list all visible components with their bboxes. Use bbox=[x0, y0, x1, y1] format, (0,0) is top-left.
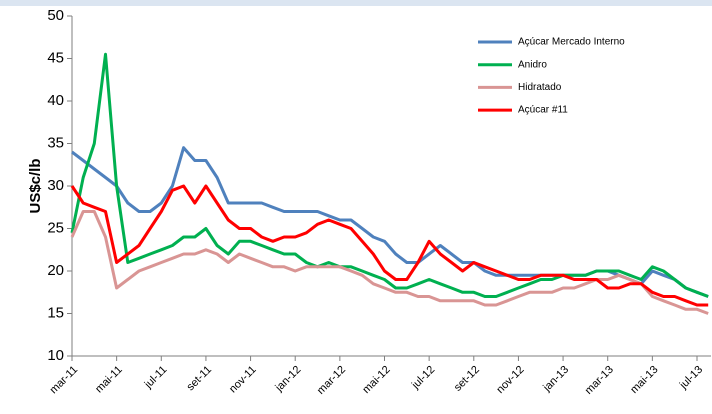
top-band bbox=[0, 0, 712, 6]
x-tick-label: mai-13 bbox=[628, 364, 660, 396]
series-line bbox=[70, 52, 709, 298]
y-tick-label: 25 bbox=[47, 219, 64, 236]
x-tick-label: set-12 bbox=[452, 364, 482, 394]
x-tick-label: nov-12 bbox=[494, 364, 526, 396]
legend-label: Anidro bbox=[518, 59, 547, 70]
y-tick-label: 15 bbox=[47, 304, 64, 321]
legend-label: Açúcar #11 bbox=[518, 105, 568, 116]
x-tick-label: mai-11 bbox=[93, 364, 125, 396]
x-tick-label: set-11 bbox=[185, 364, 215, 394]
x-tick-label: jul-13 bbox=[677, 364, 705, 392]
y-tick-label: 50 bbox=[47, 7, 64, 24]
x-tick-label: jul-11 bbox=[142, 364, 170, 392]
series-line bbox=[70, 184, 709, 307]
x-tick-label: jul-12 bbox=[409, 364, 437, 392]
x-tick-label: mai-12 bbox=[360, 364, 392, 396]
y-axis-label: US$c/lb bbox=[27, 158, 44, 213]
y-tick-label: 35 bbox=[47, 134, 64, 151]
y-tick-label: 30 bbox=[47, 177, 64, 194]
x-tick-label: jan-13 bbox=[540, 364, 571, 395]
x-tick-label: jan-12 bbox=[273, 364, 304, 395]
x-tick-label: mar-13 bbox=[583, 364, 616, 397]
y-tick-label: 40 bbox=[47, 92, 64, 109]
y-tick-label: 20 bbox=[47, 262, 64, 279]
x-tick-label: mar-11 bbox=[48, 364, 81, 397]
y-tick-label: 45 bbox=[47, 49, 64, 66]
legend-label: Açúcar Mercado Interno bbox=[518, 37, 625, 48]
legend-label: Hidratado bbox=[518, 82, 562, 93]
series-line bbox=[70, 210, 709, 315]
x-tick-label: nov-11 bbox=[227, 364, 259, 396]
x-tick-label: mar-12 bbox=[315, 364, 348, 397]
y-tick-label: 10 bbox=[47, 347, 64, 364]
